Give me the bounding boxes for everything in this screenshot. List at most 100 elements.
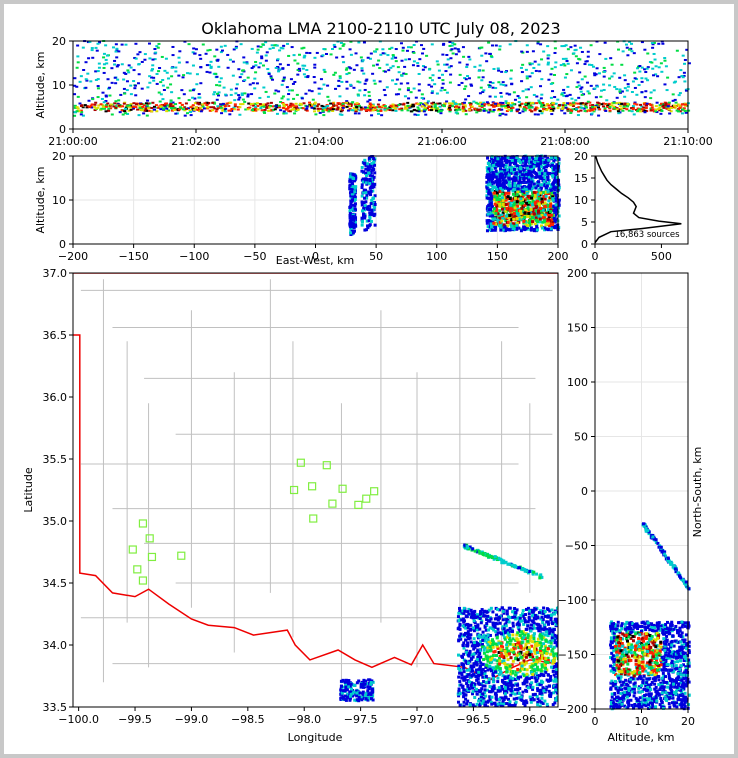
altitude-time-source [341, 55, 345, 58]
altitude-time-source [223, 105, 227, 108]
ew-source-cell [490, 155, 494, 159]
ew-source-cell [550, 163, 554, 167]
ew-source-cell [554, 155, 558, 159]
map-source-cell [475, 628, 479, 632]
ew-source-cell [519, 166, 523, 170]
altitude-time-source [535, 102, 539, 105]
ew-source-cell [538, 171, 542, 175]
ew-source-cell [486, 183, 490, 187]
altitude-time-source [305, 51, 309, 54]
ew-source-cell [553, 224, 557, 228]
map-source-cell [521, 612, 525, 616]
ew-source-cell [499, 183, 503, 187]
altitude-time-source [497, 69, 501, 72]
map-source-cell [518, 687, 522, 691]
altitude-time-source [550, 67, 554, 70]
ew-source-cell [354, 175, 358, 179]
altitude-time-source [313, 56, 317, 59]
ew-source-cell [555, 163, 559, 167]
ew-source-cell [351, 176, 355, 180]
altitude-time-source [293, 59, 297, 62]
map-source-cell [526, 624, 530, 628]
altitude-time-source [294, 105, 298, 108]
altitude-time-source [95, 49, 99, 52]
altitude-time-source [231, 74, 235, 77]
ew-source-cell [490, 196, 494, 200]
map-source-cell [516, 670, 520, 674]
altitude-time-source [234, 47, 238, 50]
altitude-time-source [662, 106, 666, 109]
altitude-time-source [244, 108, 248, 111]
altitude-time-source [80, 111, 84, 114]
altitude-time-source [464, 85, 468, 88]
map-source-cell [513, 607, 517, 611]
altitude-time-source [523, 103, 527, 106]
altitude-time-source [278, 68, 282, 71]
map-source-cell [494, 693, 498, 697]
ew-source-cell [536, 199, 540, 203]
altitude-time-source [530, 62, 534, 65]
altitude-time-source [640, 91, 644, 94]
altitude-time-source [532, 66, 536, 69]
ew-source-cell [495, 187, 499, 191]
altitude-time-source [224, 93, 228, 96]
altitude-time-source [284, 112, 288, 115]
altitude-time-source [404, 73, 408, 76]
altitude-time-source [378, 67, 382, 70]
map-source-cell [523, 662, 527, 666]
altitude-time-source [643, 96, 647, 99]
altitude-time-source [505, 110, 509, 113]
ew-source-cell [514, 201, 518, 205]
ew-source-cell [510, 177, 514, 181]
ew-source-cell [349, 208, 353, 212]
map-source-cell [542, 606, 546, 610]
altitude-time-source [646, 66, 650, 69]
ew-source-cell [547, 213, 551, 217]
altitude-time-source [685, 48, 689, 51]
ew-source-cell [508, 205, 512, 209]
altitude-time-source [425, 102, 429, 105]
ew-source-cell [373, 203, 377, 207]
map-source-cell [535, 694, 539, 698]
ew-source-cell [534, 209, 538, 213]
altitude-time-source [375, 63, 379, 66]
ew-source-cell [363, 214, 367, 218]
ew-source-cell [513, 206, 517, 210]
altitude-time-source [134, 42, 138, 45]
altitude-time-source [510, 105, 514, 108]
altitude-time-source [151, 64, 155, 67]
altitude-time-source [79, 104, 83, 107]
ew-source-cell [493, 217, 497, 221]
altitude-time-source [624, 43, 628, 46]
map-source-cell [483, 684, 487, 688]
altitude-time-source [138, 51, 142, 54]
ew-source-cell [532, 182, 536, 186]
altitude-time-source [640, 77, 644, 80]
altitude-time-source [451, 100, 455, 103]
altitude-time-source [375, 48, 379, 51]
altitude-time-source [212, 101, 216, 104]
altitude-time-source [528, 75, 532, 78]
map-source-cell [511, 624, 515, 628]
altitude-time-source [457, 107, 461, 110]
ew-source-cell [534, 216, 538, 220]
altitude-time-source [108, 94, 112, 97]
ew-source-cell [368, 181, 372, 185]
altitude-time-source [562, 88, 566, 91]
altitude-time-source [667, 108, 671, 111]
altitude-time-source [457, 84, 461, 87]
map-source-cell [533, 626, 537, 630]
altitude-time-source [507, 102, 511, 105]
altitude-time-source [140, 60, 144, 63]
altitude-time-source [626, 105, 630, 108]
altitude-time-source [549, 82, 553, 85]
map-source-cell [541, 686, 545, 690]
map-source-cell [518, 662, 522, 666]
ew-source-cell [522, 203, 526, 207]
altitude-time-source [536, 42, 540, 45]
altitude-time-source [174, 66, 178, 69]
ew-source-cell [508, 166, 512, 170]
ew-source-cell [492, 191, 496, 195]
altitude-time-source [349, 53, 353, 56]
altitude-time-source [201, 43, 205, 46]
